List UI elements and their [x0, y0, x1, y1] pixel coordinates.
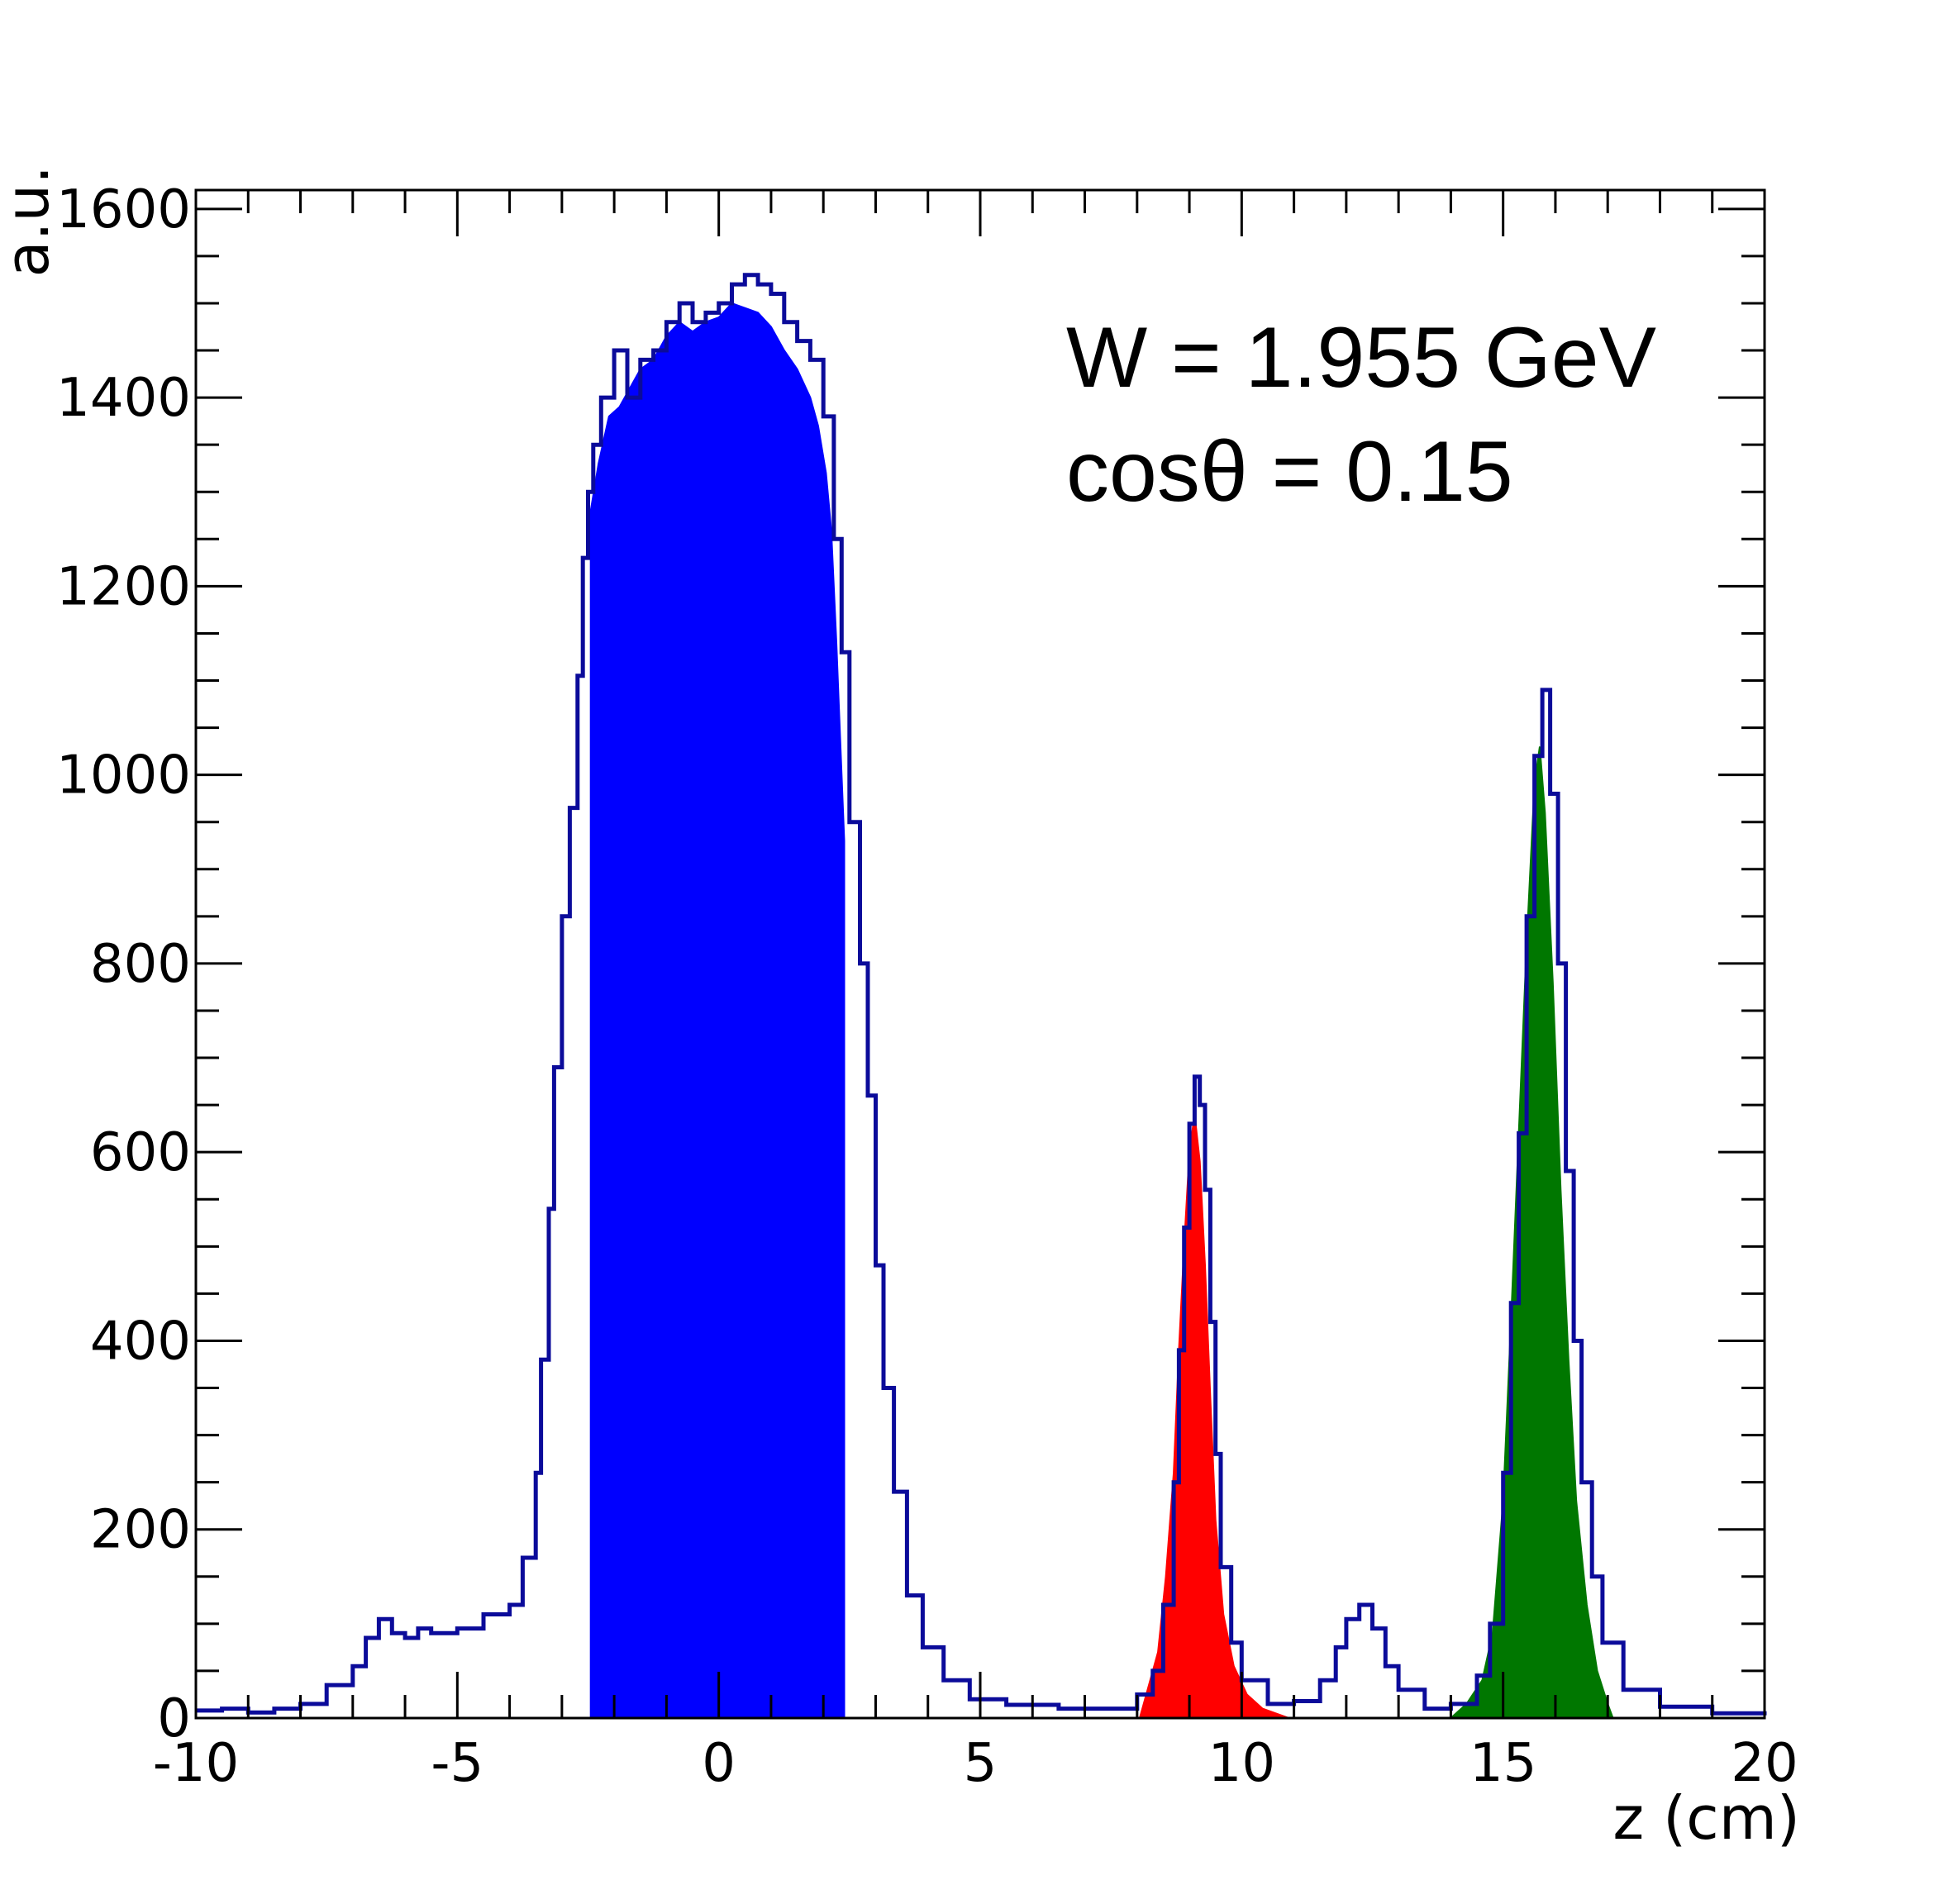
x-tick-label: 5 [964, 1733, 998, 1794]
y-tick-label: 800 [90, 934, 191, 995]
y-tick-labels: 0 200 400 600 800 1000 1200 1400 1600 [56, 179, 191, 1749]
x-tick-label: 15 [1470, 1733, 1536, 1794]
series-total-line [196, 273, 1767, 1716]
x-tick-label: -10 [153, 1733, 240, 1794]
x-tick-label: 0 [702, 1733, 736, 1794]
y-tick-label: 400 [90, 1311, 191, 1372]
y-tick-label: 1000 [56, 745, 191, 807]
y-tick-label: 1400 [56, 368, 191, 429]
series-foil-2-fill [1448, 746, 1614, 1719]
y-axis-title: a.u. [0, 165, 62, 278]
filled-regions [589, 302, 1614, 1719]
annotation-angle: cosθ = 0.15 [1066, 424, 1513, 520]
y-axis-ticks [196, 207, 1765, 1720]
x-tick-label: 10 [1208, 1733, 1275, 1794]
x-tick-labels: -10 -5 0 5 10 15 20 [153, 1733, 1798, 1794]
y-tick-label: 200 [90, 1500, 191, 1561]
x-tick-label: -5 [431, 1733, 483, 1794]
series-foil-1-fill [1138, 1114, 1289, 1719]
x-axis-ticks [194, 190, 1766, 1718]
series-target-fill [589, 302, 846, 1719]
annotation-energy: W = 1.955 GeV [1066, 310, 1656, 406]
x-tick-label: 20 [1731, 1733, 1798, 1794]
y-tick-label: 600 [90, 1122, 191, 1183]
y-tick-label: 0 [157, 1688, 191, 1749]
y-tick-label: 1600 [56, 179, 191, 240]
x-axis-title: z (cm) [1612, 1783, 1800, 1853]
total-outline [196, 273, 1767, 1716]
y-tick-label: 1200 [56, 556, 191, 617]
